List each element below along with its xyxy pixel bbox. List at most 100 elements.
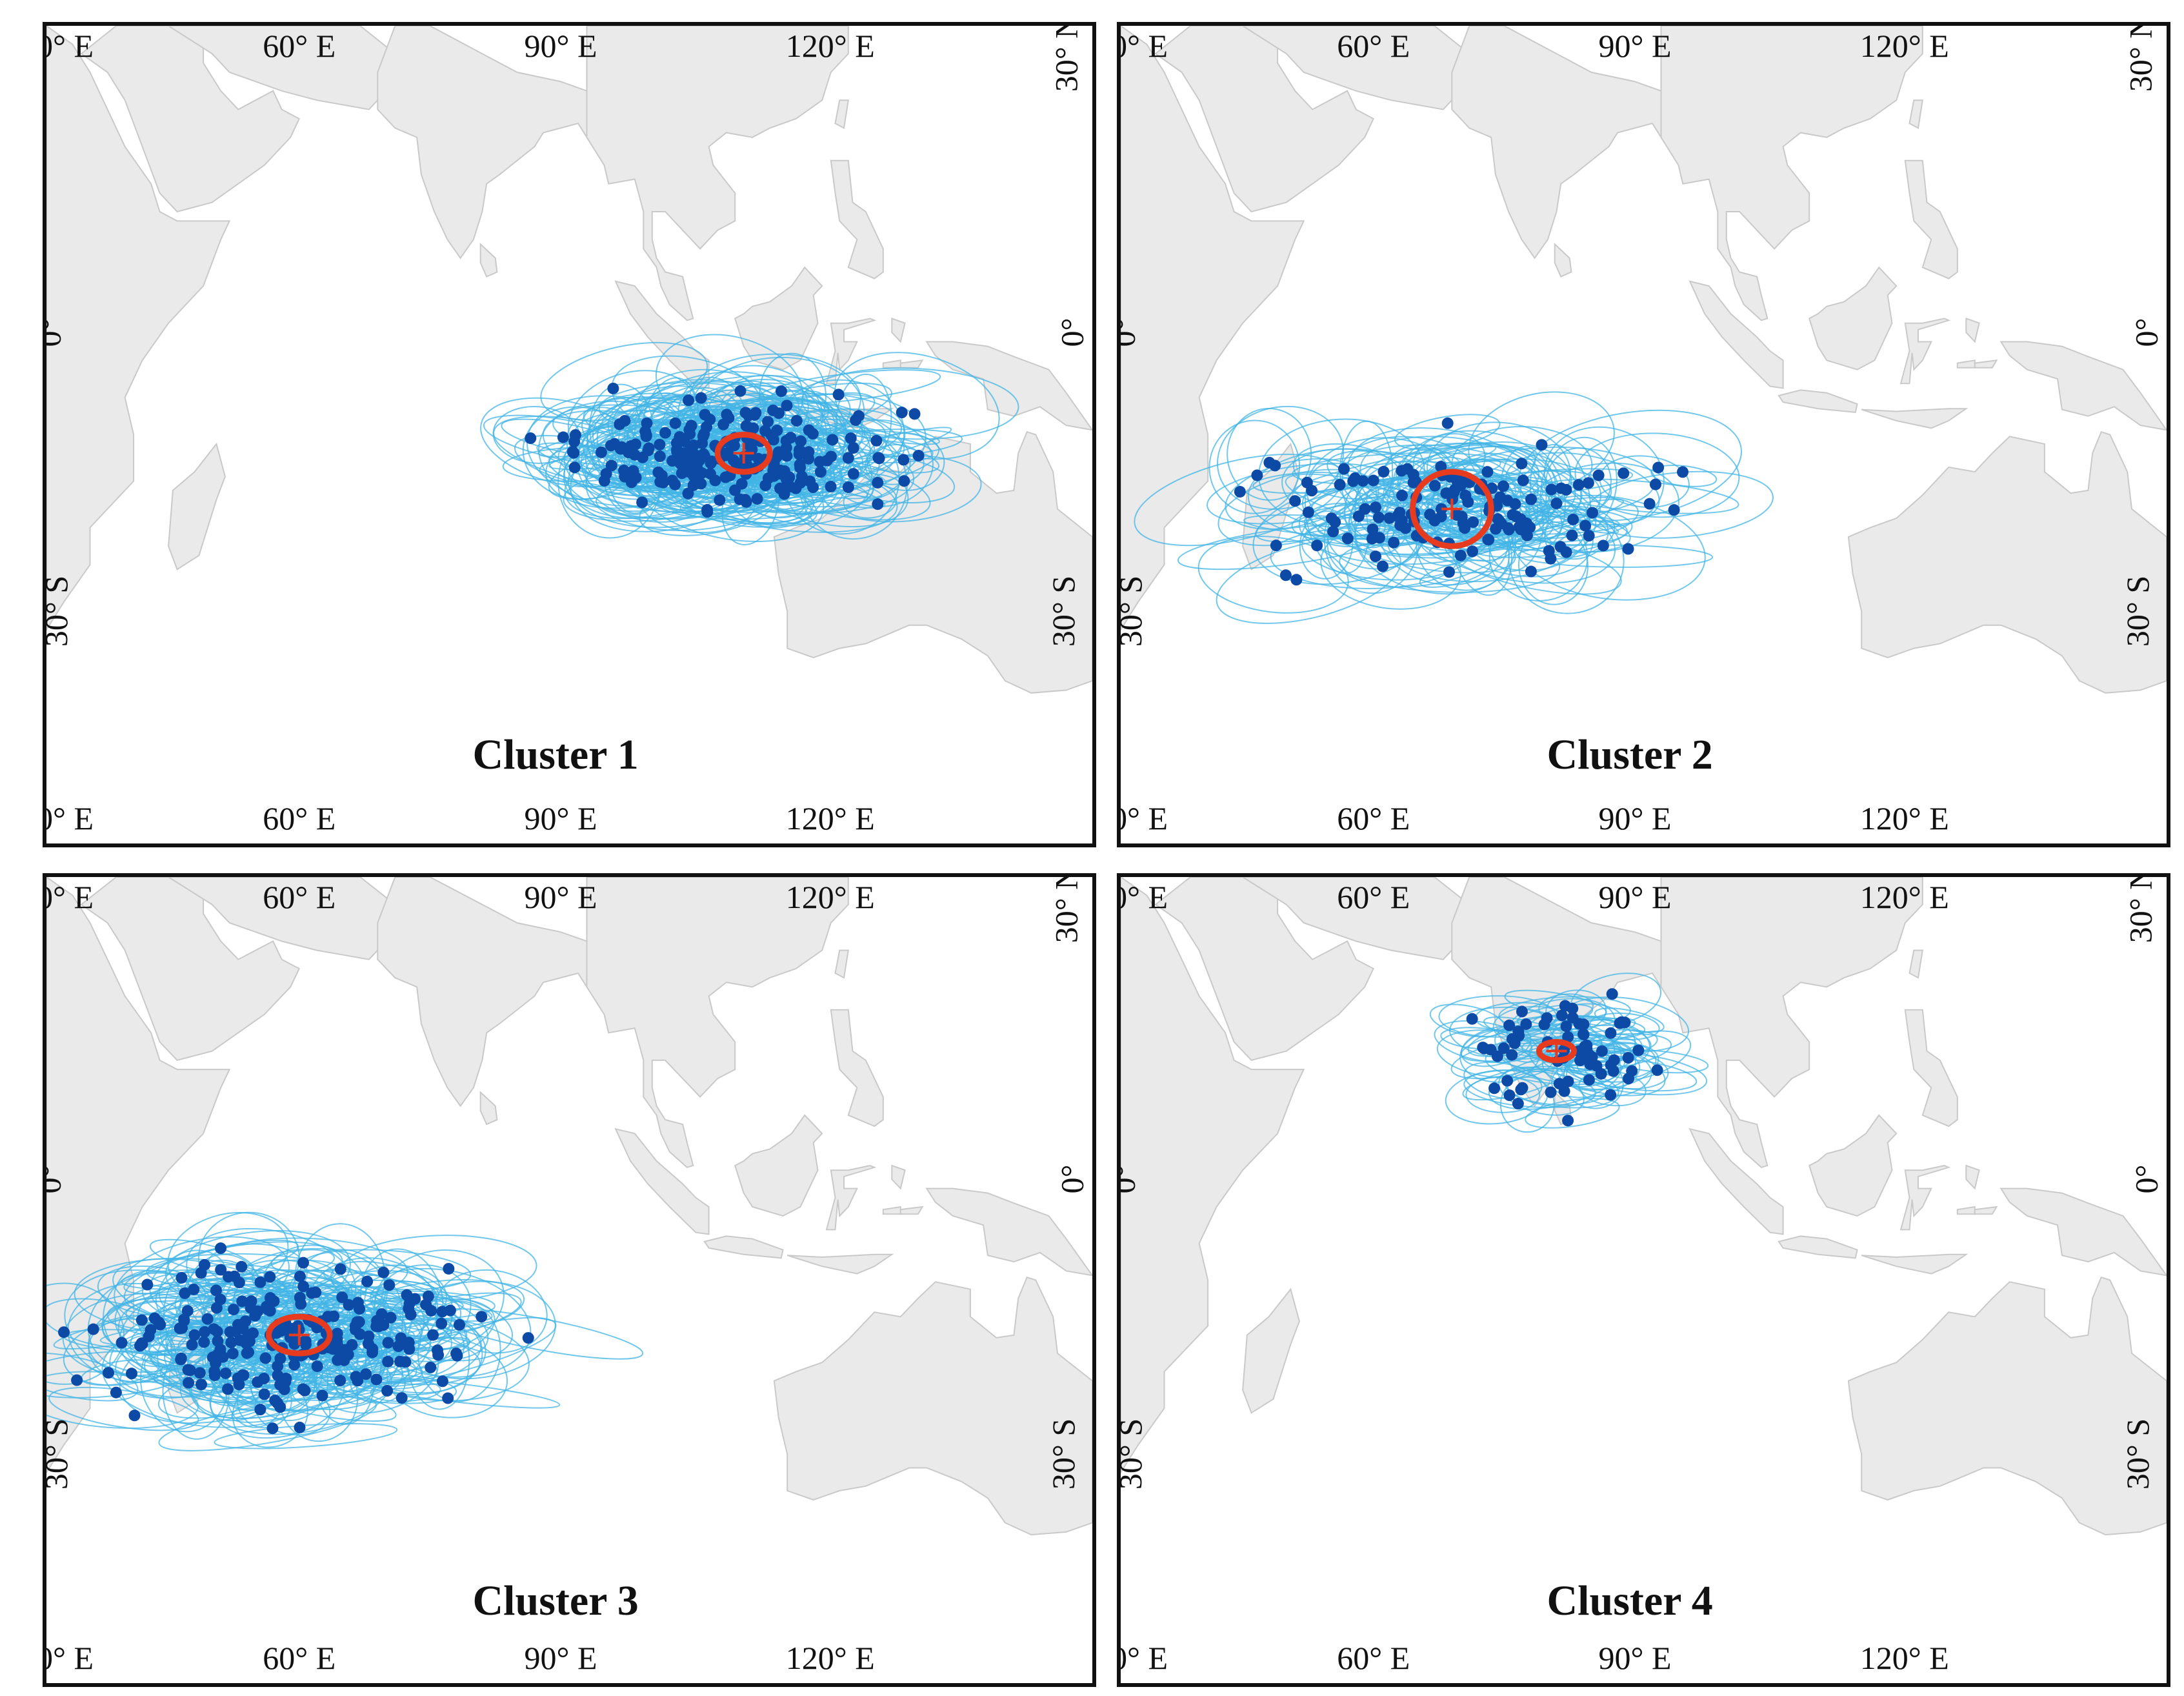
bottom-longitude-label: 90° E: [524, 1640, 597, 1676]
genesis-point: [1428, 480, 1441, 492]
genesis-point: [186, 1338, 198, 1351]
genesis-point: [1556, 1009, 1568, 1022]
mean-center-cross: [1441, 498, 1463, 520]
land-polygon: [834, 99, 849, 129]
land-polygon: [586, 26, 849, 321]
genesis-point: [1622, 1052, 1634, 1064]
bottom-longitude-label: 60° E: [1337, 1640, 1410, 1676]
genesis-point: [1369, 550, 1381, 563]
genesis-point: [1311, 540, 1323, 552]
land-polygon: [1241, 877, 1470, 960]
genesis-point: [425, 1305, 437, 1317]
genesis-point: [1488, 1082, 1501, 1095]
genesis-point: [212, 1335, 224, 1347]
land-polygon: [1965, 1164, 1980, 1190]
genesis-point: [1579, 1044, 1591, 1056]
land-polygon: [830, 1009, 884, 1127]
trajectory-ellipse: [1227, 407, 1312, 501]
genesis-point: [1506, 1049, 1518, 1061]
land-polygon: [1778, 389, 1858, 413]
genesis-point: [288, 1358, 301, 1371]
genesis-point: [695, 392, 707, 404]
genesis-point: [224, 1326, 236, 1338]
genesis-point: [258, 1388, 270, 1400]
land-polygon: [925, 341, 1092, 431]
genesis-point: [235, 1260, 248, 1273]
genesis-point: [696, 467, 708, 479]
genesis-point: [271, 1397, 283, 1409]
genesis-point: [1605, 1059, 1617, 1071]
bottom-longitude-label: 90° E: [1598, 800, 1672, 836]
genesis-point: [1396, 489, 1408, 501]
genesis-point: [1234, 485, 1246, 498]
genesis-point: [245, 1302, 257, 1314]
genesis-point: [619, 414, 631, 427]
genesis-point: [331, 1328, 343, 1340]
genesis-point: [722, 447, 734, 459]
genesis-point: [1399, 522, 1412, 534]
genesis-point: [349, 1324, 361, 1336]
bottom-longitude-label: 60° E: [1337, 800, 1410, 836]
genesis-point: [654, 438, 666, 450]
genesis-point: [1388, 536, 1400, 549]
genesis-point: [1590, 1060, 1603, 1072]
trajectory-ellipse: [1451, 426, 1593, 504]
genesis-point: [1383, 512, 1396, 524]
genesis-point: [1462, 496, 1474, 508]
genesis-point: [771, 424, 783, 436]
trajectory-ellipse: [1270, 527, 1458, 589]
genesis-point: [103, 1367, 115, 1379]
genesis-point: [226, 1348, 239, 1360]
genesis-point: [298, 1335, 310, 1348]
right-latitude-label: 30° N: [2122, 873, 2159, 943]
genesis-point: [259, 1352, 272, 1364]
genesis-point: [145, 1324, 157, 1336]
genesis-point: [175, 1271, 188, 1284]
bottom-longitude-label: 30° E: [46, 1640, 94, 1676]
genesis-point: [751, 492, 763, 505]
trajectory-ellipse: [1543, 426, 1665, 528]
land-polygon: [1660, 877, 1923, 1169]
genesis-point: [522, 1332, 534, 1344]
genesis-points: [1466, 988, 1663, 1127]
genesis-point: [141, 1278, 154, 1291]
land-masses: [1121, 877, 2167, 1536]
genesis-point: [1520, 1018, 1532, 1030]
genesis-point: [643, 442, 655, 454]
map-canvas: [46, 26, 1092, 694]
genesis-point: [1263, 456, 1276, 469]
genesis-point: [396, 1392, 408, 1404]
trajectory-ellipse: [1208, 419, 1301, 514]
genesis-point: [1490, 523, 1502, 535]
land-polygon: [925, 1187, 1092, 1277]
genesis-point: [832, 389, 845, 401]
genesis-point: [678, 447, 690, 459]
genesis-point: [1572, 479, 1585, 491]
genesis-point: [608, 438, 621, 450]
land-polygon: [786, 1253, 894, 1275]
genesis-point: [1329, 516, 1341, 528]
right-latitude-label: 0°: [2128, 1164, 2165, 1194]
left-latitude-label: 0°: [1117, 318, 1142, 347]
genesis-point: [1251, 469, 1263, 481]
trajectory-ellipse: [46, 1352, 139, 1402]
cluster-1-map-panel: 30° E 30° E 60° E 60° E 90° E 90° E 120° E 120°…: [43, 22, 1096, 847]
land-polygon: [479, 1091, 498, 1126]
land-polygon: [1688, 1127, 1784, 1235]
genesis-point: [1435, 461, 1447, 473]
land-polygon: [882, 1206, 901, 1215]
trajectory-ellipse: [1177, 523, 1395, 570]
trajectory-ellipse: [1465, 1076, 1541, 1113]
trajectory-ellipse: [1574, 432, 1740, 518]
genesis-point: [1626, 1065, 1638, 1077]
genesis-point: [360, 1368, 372, 1380]
genesis-point: [872, 476, 884, 489]
land-polygon: [1241, 26, 1470, 110]
right-latitude-label: 30° N: [1048, 22, 1085, 92]
land-polygon: [773, 430, 1092, 694]
land-polygon: [1904, 159, 1958, 279]
land-polygon: [734, 266, 823, 370]
genesis-point: [695, 478, 707, 490]
land-polygon: [1660, 26, 1923, 321]
genesis-point: [1407, 476, 1419, 489]
